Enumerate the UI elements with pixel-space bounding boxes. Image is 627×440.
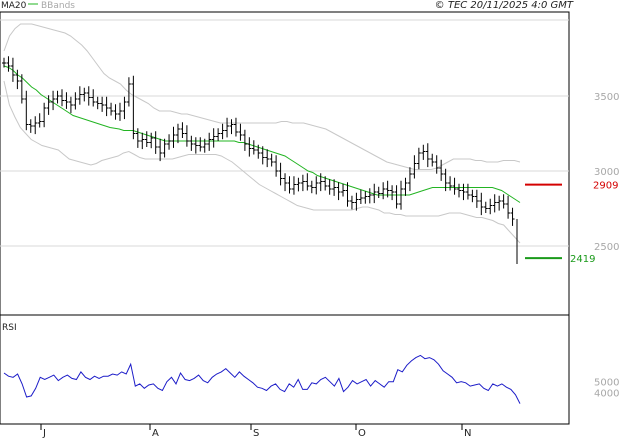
price-tick-label: 2500 <box>594 242 619 253</box>
price-y-axis: 2500 3000 3500 <box>594 92 619 253</box>
bb-lower-line <box>3 80 521 244</box>
copyright-text: © TEC 20/11/2025 4:0 GMT <box>435 0 574 11</box>
ma20-legend-label: MA20 <box>1 1 27 11</box>
rsi-line <box>3 354 521 404</box>
bb-upper-line <box>3 23 521 170</box>
month-label: N <box>464 428 471 439</box>
resistance-label: 2909 <box>593 181 618 192</box>
price-tick-label: 3500 <box>594 92 619 103</box>
candlestick-series <box>2 56 518 264</box>
month-label: J <box>42 428 46 439</box>
month-label: A <box>152 428 159 439</box>
price-levels: 2909 2419 <box>525 181 618 265</box>
rsi-panel-frame <box>0 314 570 425</box>
bbands-legend-label: BBands <box>41 1 75 11</box>
month-label: S <box>253 428 259 439</box>
bollinger-bands <box>3 23 521 244</box>
ma20-series-line <box>3 65 521 203</box>
support-label: 2419 <box>570 254 595 265</box>
rsi-tick-label: 4000 <box>594 389 619 400</box>
price-tick-label: 3000 <box>594 167 619 178</box>
month-label: O <box>358 428 366 439</box>
ma20-line <box>3 65 521 203</box>
rsi-panel-label: RSI <box>2 323 17 333</box>
rsi-tick-label: 5000 <box>594 378 619 389</box>
gridlines <box>0 19 569 247</box>
